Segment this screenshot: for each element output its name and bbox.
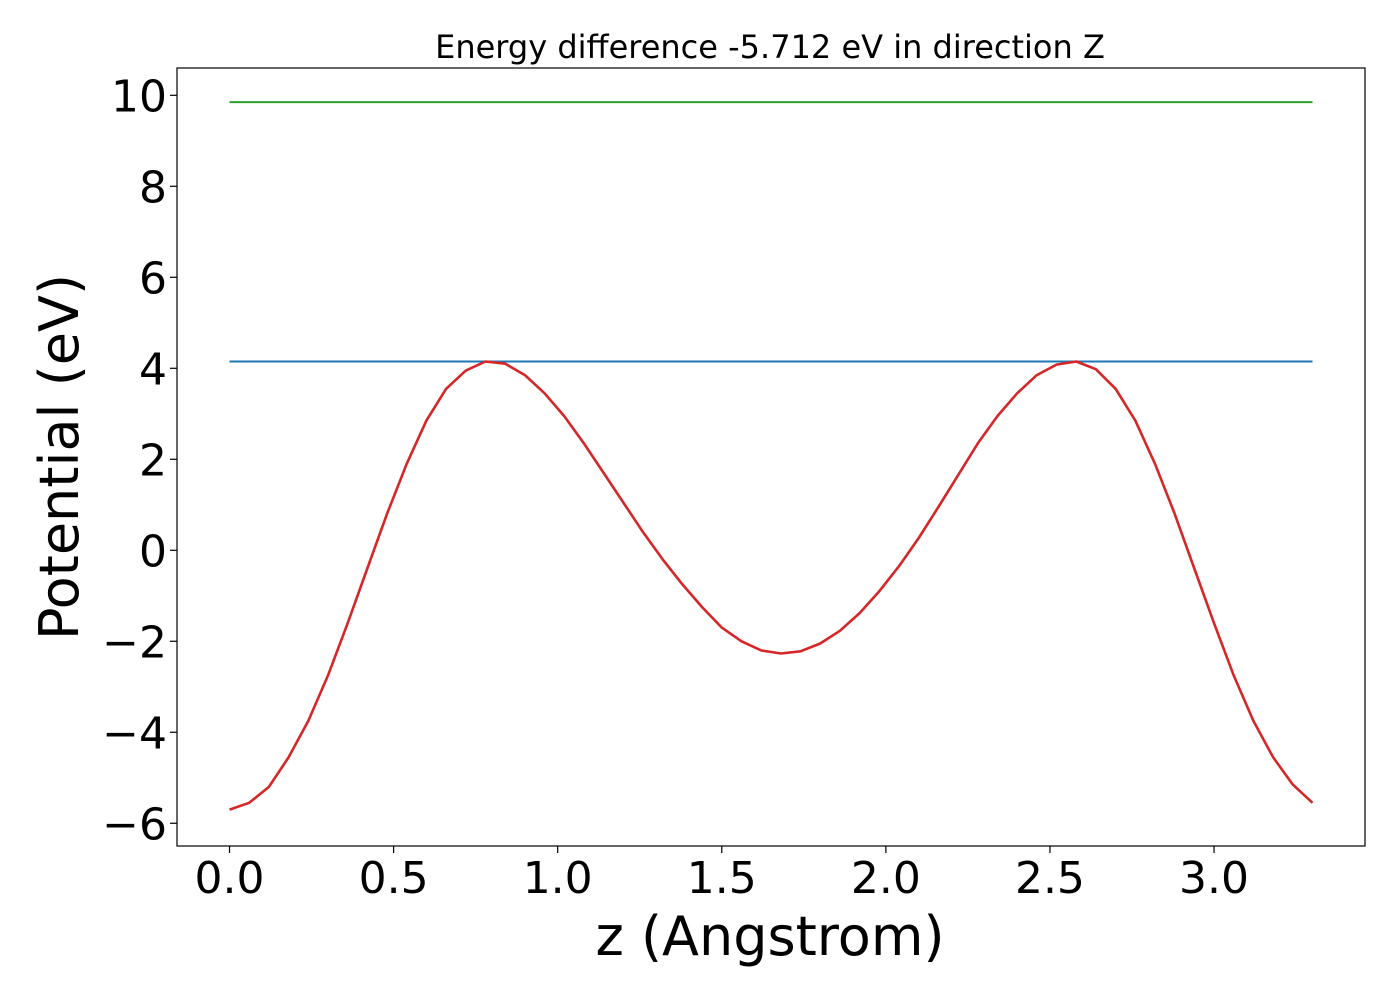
x-tick-label: 0.0 xyxy=(195,853,265,904)
x-axis: 0.0 0.5 1.0 1.5 2.0 2.5 3.0 xyxy=(195,846,1249,904)
x-tick-label: 0.5 xyxy=(359,853,429,904)
y-tick-label: 6 xyxy=(139,253,167,304)
y-tick-label: −2 xyxy=(102,617,167,668)
x-tick-label: 3.0 xyxy=(1179,853,1249,904)
plot-frame xyxy=(176,67,1366,847)
y-axis: −6 −4 −2 0 2 4 6 8 10 xyxy=(102,71,177,850)
x-tick-label: 2.0 xyxy=(851,853,921,904)
x-tick-label: 1.5 xyxy=(687,853,757,904)
y-tick-label: 2 xyxy=(139,435,167,486)
y-tick-label: 0 xyxy=(139,526,167,577)
y-tick-label: −6 xyxy=(102,799,167,850)
y-axis-label: Potential (eV) xyxy=(28,274,91,640)
y-tick-label: 10 xyxy=(111,71,167,122)
x-axis-label: z (Angstrom) xyxy=(595,905,944,968)
y-tick-label: 8 xyxy=(139,162,167,213)
series-layer xyxy=(229,101,1314,811)
y-tick-label: 4 xyxy=(139,344,167,395)
x-tick-label: 1.0 xyxy=(523,853,593,904)
y-tick-label: −4 xyxy=(102,708,167,759)
chart-title: Energy difference -5.712 eV in direction… xyxy=(435,28,1105,66)
series-line-potential xyxy=(229,360,1314,811)
x-tick-label: 2.5 xyxy=(1015,853,1085,904)
